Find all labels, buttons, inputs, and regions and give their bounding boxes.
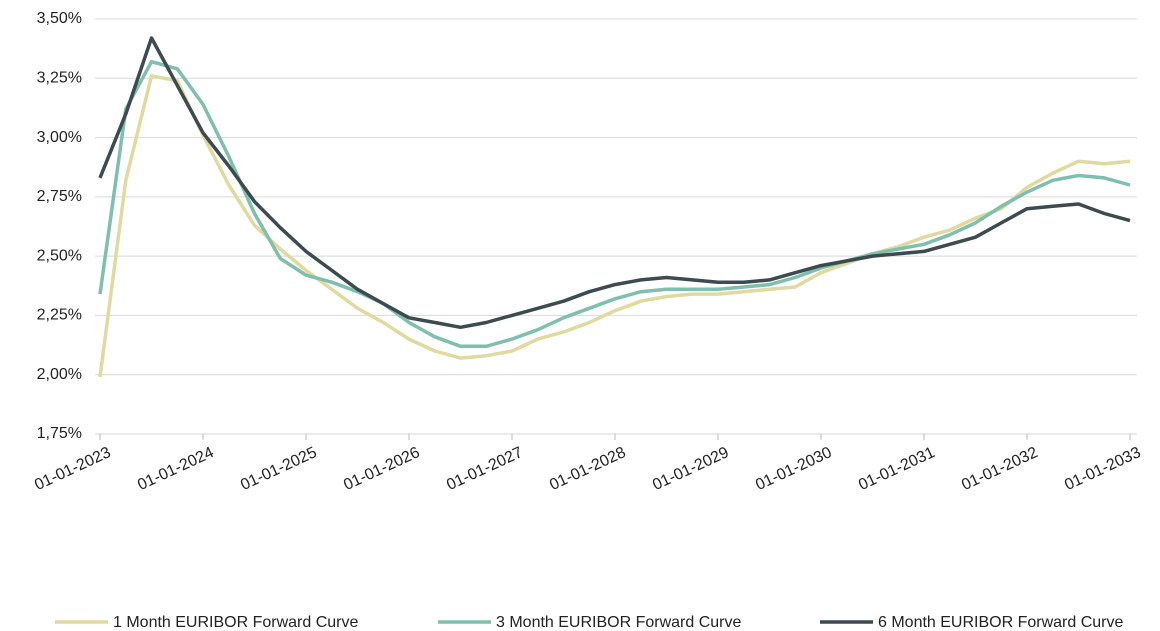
y-tick-label: 3,25% bbox=[37, 70, 82, 87]
y-tick-label: 2,00% bbox=[37, 366, 82, 383]
y-tick-label: 2,75% bbox=[37, 188, 82, 205]
x-tick-label: 01-01-2024 bbox=[135, 444, 216, 494]
x-tick-label: 01-01-2028 bbox=[547, 444, 628, 494]
x-tick-label: 01-01-2030 bbox=[753, 444, 834, 494]
x-tick-label: 01-01-2025 bbox=[238, 444, 319, 494]
x-tick-label: 01-01-2031 bbox=[856, 444, 937, 494]
x-tick-label: 01-01-2029 bbox=[650, 444, 731, 494]
series-line bbox=[98, 36, 1131, 330]
series-line bbox=[98, 74, 1131, 378]
series-line bbox=[98, 59, 1131, 349]
legend-label: 6 Month EURIBOR Forward Curve bbox=[878, 614, 1124, 631]
x-tick-label: 01-01-2026 bbox=[341, 444, 422, 494]
legend-label: 1 Month EURIBOR Forward Curve bbox=[113, 614, 359, 631]
y-tick-label: 2,25% bbox=[37, 307, 82, 324]
y-tick-label: 3,50% bbox=[37, 10, 82, 27]
x-tick-label: 01-01-2027 bbox=[444, 444, 525, 494]
x-tick-label: 01-01-2032 bbox=[959, 444, 1040, 494]
x-tick-label: 01-01-2033 bbox=[1062, 444, 1143, 494]
legend-label: 3 Month EURIBOR Forward Curve bbox=[496, 614, 742, 631]
y-tick-label: 3,00% bbox=[37, 129, 82, 146]
y-tick-label: 1,75% bbox=[37, 425, 82, 442]
y-tick-label: 2,50% bbox=[37, 247, 82, 264]
x-tick-label: 01-01-2023 bbox=[32, 444, 113, 494]
